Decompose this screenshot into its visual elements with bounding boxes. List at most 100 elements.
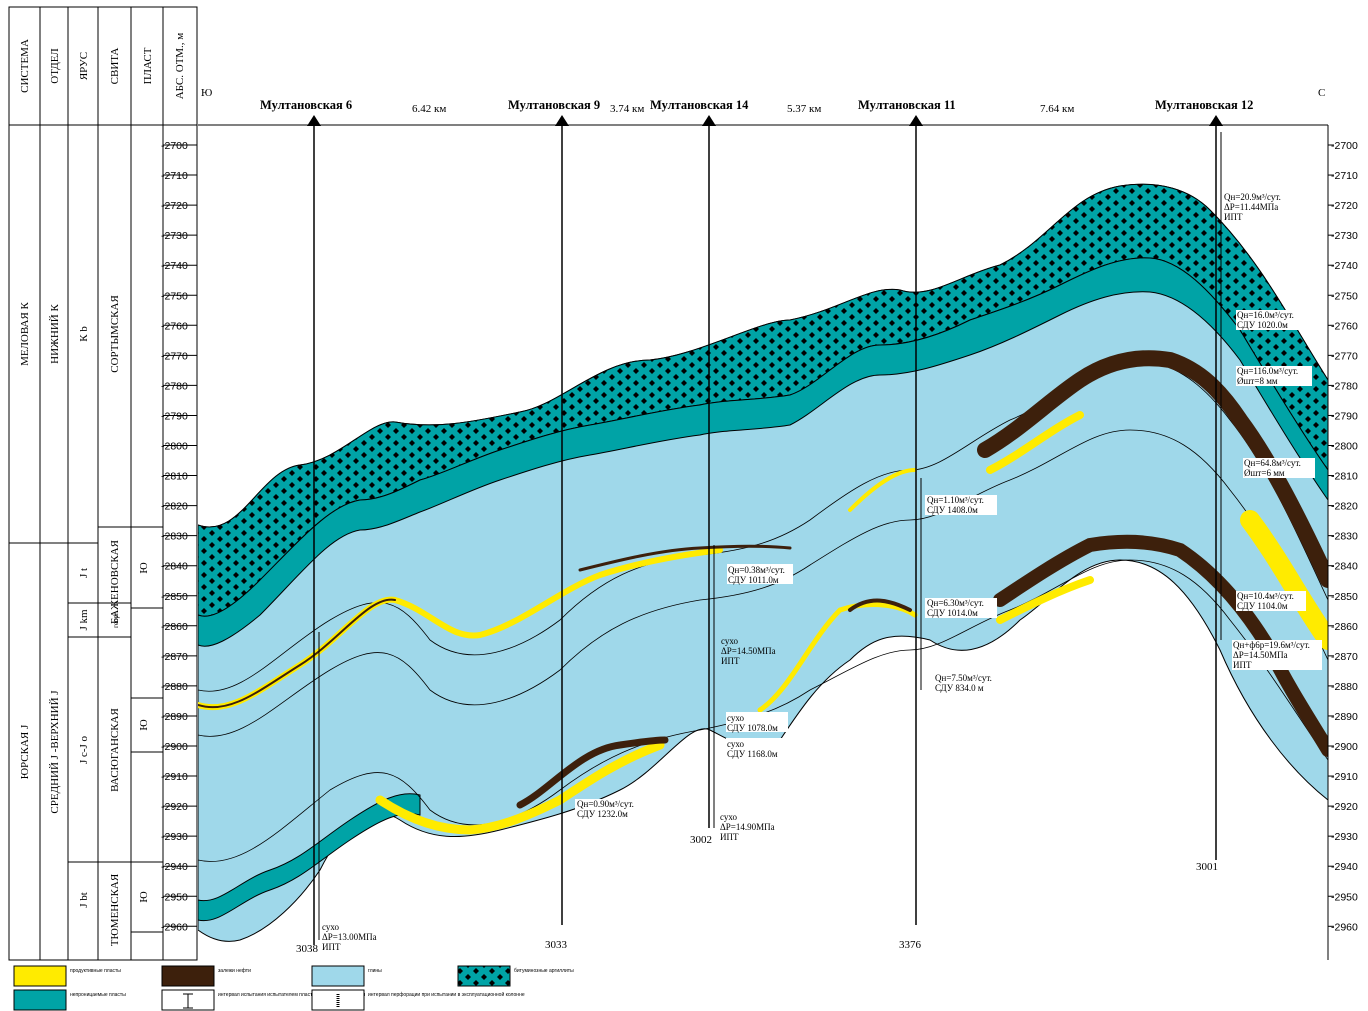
side-label-north: С xyxy=(1318,87,1325,99)
distance-14-11: 5.37 км xyxy=(787,103,821,115)
depth-tick-label: -2820 xyxy=(1331,501,1358,513)
bed-yu0: Ю xyxy=(138,562,150,573)
svg-text:Qн=1.10м³/сут.: Qн=1.10м³/сут. xyxy=(927,495,984,505)
distance-11-12: 7.64 км xyxy=(1040,103,1074,115)
well-head-marker xyxy=(307,115,321,126)
svg-text:Qн=20.9м³/сут.: Qн=20.9м³/сут. xyxy=(1224,192,1281,202)
depth-tick-label: -2720 xyxy=(161,200,188,212)
suite-sortym: СОРТЫМСКАЯ xyxy=(109,295,121,373)
stratigraphy-column xyxy=(8,6,198,961)
depth-tick-label: -2830 xyxy=(1331,531,1358,543)
legend-item-impermeable: непроницаемые пласты xyxy=(13,989,126,1011)
depth-tick-label: -2750 xyxy=(161,290,188,302)
teal-band-upper xyxy=(198,257,1328,647)
depth-tick-label: -2900 xyxy=(161,741,188,753)
system-jurassic: ЮРСКАЯ J xyxy=(19,724,31,779)
depth-tick-label: -2840 xyxy=(1331,561,1358,573)
depth-tick-label: -2890 xyxy=(161,711,188,723)
depth-tick-label: -2770 xyxy=(161,350,188,362)
depth-tick-label: -2740 xyxy=(161,260,188,272)
stage-kb: К b xyxy=(78,326,90,342)
suite-bazhen: БАЖЕНОВСКАЯ xyxy=(109,539,121,624)
depth-tick-label: -2780 xyxy=(161,380,188,392)
annotation-w11b: Qн=6.30м³/сут.СДУ 1014.0м xyxy=(925,598,997,618)
well-bottom-11: 3376 xyxy=(899,939,922,951)
svg-text:СДУ 1408.0м: СДУ 1408.0м xyxy=(927,505,978,515)
svg-text:битуминозные аргиллиты: битуминозные аргиллиты xyxy=(514,968,574,974)
svg-text:сухо: сухо xyxy=(322,922,340,932)
svg-text:Øшт=6 мм: Øшт=6 мм xyxy=(1244,468,1285,478)
depth-tick-label: -2710 xyxy=(161,170,188,182)
depth-tick-label: -2950 xyxy=(1331,891,1358,903)
well-head-marker xyxy=(555,115,569,126)
well-name-14: Мултановская 14 xyxy=(650,98,749,112)
svg-text:СДУ 1020.0м: СДУ 1020.0м xyxy=(1237,320,1288,330)
well-head-marker xyxy=(909,115,923,126)
teal-band-lower xyxy=(198,793,421,922)
depth-tick-label: -2700 xyxy=(161,140,188,152)
depth-tick-label: -2700 xyxy=(1331,140,1358,152)
svg-text:ИПТ: ИПТ xyxy=(1233,660,1252,670)
distance-6-9: 6.42 км xyxy=(412,103,446,115)
depth-tick-label: -2750 xyxy=(1331,290,1358,302)
svg-text:СДУ 1104.0м: СДУ 1104.0м xyxy=(1237,601,1288,611)
depth-tick-label: -2930 xyxy=(161,831,188,843)
depth-tick-label: -2790 xyxy=(161,410,188,422)
depth-tick-label: -2800 xyxy=(161,441,188,453)
svg-text:Qн=116.0м³/сут.: Qн=116.0м³/сут. xyxy=(1237,366,1298,376)
depth-tick-label: -2880 xyxy=(161,681,188,693)
well-name-6: Мултановская 6 xyxy=(260,98,352,112)
stage-jt: J t xyxy=(78,568,90,578)
header-abs-depth: АБС. ОТМ., м xyxy=(174,33,186,100)
well-bottom-14: 3002 xyxy=(690,834,712,846)
svg-text:сухо: сухо xyxy=(727,739,745,749)
depth-tick-label: -2870 xyxy=(161,651,188,663)
header-stage: ЯРУС xyxy=(78,52,90,80)
legend-item-perforation: интервал перфорации при испытании в эксп… xyxy=(311,989,525,1011)
svg-text:ИПТ: ИПТ xyxy=(721,656,740,666)
svg-text:сухо: сухо xyxy=(721,636,739,646)
depth-tick-label: -2890 xyxy=(1331,711,1358,723)
annotation-w9: Qн=0.90м³/сут.СДУ 1232.0м xyxy=(575,799,647,819)
depth-tick-label: -2840 xyxy=(161,561,188,573)
depth-tick-label: -2960 xyxy=(161,921,188,933)
svg-text:сухо: сухо xyxy=(727,713,745,723)
depth-tick-label: -2910 xyxy=(161,771,188,783)
depth-tick-label: -2850 xyxy=(1331,591,1358,603)
well-bottom-6: 3038 xyxy=(296,943,319,955)
series-lower-k: НИЖНИЙ К xyxy=(49,304,61,364)
header-bed: ПЛАСТ xyxy=(142,47,154,84)
svg-text:непроницаемые пласты: непроницаемые пласты xyxy=(70,992,126,998)
annotation-w11a: Qн=1.10м³/сут.СДУ 1408.0м xyxy=(925,495,997,515)
legend: продуктивные пласты непроницаемые пласты… xyxy=(13,965,574,1011)
depth-tick-label: -2790 xyxy=(1331,410,1358,422)
well-bottom-12: 3001 xyxy=(1196,861,1218,873)
annotation-w12b: Qн=16.0м³/сут.СДУ 1020.0м xyxy=(1236,310,1306,330)
svg-text:Øшт=8 мм: Øшт=8 мм xyxy=(1237,376,1278,386)
svg-text:СДУ 1011.0м: СДУ 1011.0м xyxy=(728,575,779,585)
svg-text:Qн=0.38м³/сут.: Qн=0.38м³/сут. xyxy=(728,565,785,575)
well-labels: Мултановская 6 Мултановская 9 Мултановск… xyxy=(260,98,1253,955)
depth-tick-label: -2720 xyxy=(1331,200,1358,212)
depth-tick-label: -2880 xyxy=(1331,681,1358,693)
suite-vasyugan: ВАСЮГАНСКАЯ xyxy=(109,707,121,791)
series-mid-upper-j: СРЕДНИЙ J -ВЕРХНИЙ J xyxy=(49,690,61,814)
suite-tyumen: ТЮМЕНСКАЯ xyxy=(109,873,121,946)
well-head-marker xyxy=(702,115,716,126)
svg-text:Qн=64.8м³/сут.: Qн=64.8м³/сут. xyxy=(1244,458,1301,468)
stage-jbt: J bt xyxy=(78,892,90,908)
header-system: СИСТЕМА xyxy=(19,39,31,93)
wells xyxy=(307,115,1223,945)
depth-tick-label: -2760 xyxy=(1331,320,1358,332)
svg-text:продуктивные пласты: продуктивные пласты xyxy=(70,968,121,974)
depth-tick-label: -2730 xyxy=(1331,230,1358,242)
svg-text:Qн+ф6р=19.6м³/сут.: Qн+ф6р=19.6м³/сут. xyxy=(1233,640,1310,650)
depth-tick-label: -2920 xyxy=(1331,801,1358,813)
depth-tick-label: -2770 xyxy=(1331,350,1358,362)
svg-text:ΔP=11.44МПа: ΔP=11.44МПа xyxy=(1224,202,1278,212)
depth-tick-label: -2960 xyxy=(1331,921,1358,933)
svg-text:интервал перфорации при испыта: интервал перфорации при испытании в эксп… xyxy=(368,991,525,998)
legend-item-test-interval: интервал испытания испытателем пластов в… xyxy=(161,989,366,1011)
svg-text:сухо: сухо xyxy=(720,812,738,822)
